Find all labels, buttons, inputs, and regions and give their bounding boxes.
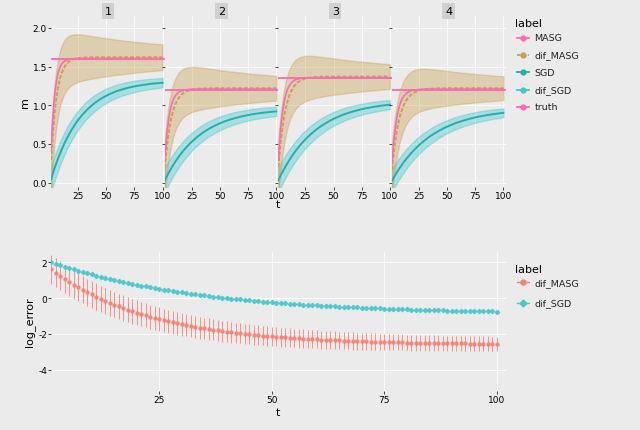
- Text: 2: 2: [218, 7, 225, 17]
- Y-axis label: m: m: [20, 97, 30, 108]
- Y-axis label: log_error: log_error: [24, 297, 35, 347]
- Text: MASG: MASG: [534, 34, 563, 43]
- Text: dif_SGD: dif_SGD: [534, 86, 572, 95]
- Text: truth: truth: [534, 103, 558, 112]
- Text: SGD: SGD: [534, 69, 555, 77]
- Text: 3: 3: [332, 7, 339, 17]
- Text: 4: 4: [445, 7, 452, 17]
- Text: t: t: [276, 200, 280, 210]
- Text: dif_MASG: dif_MASG: [534, 52, 579, 60]
- Text: label: label: [515, 19, 542, 29]
- Text: label: label: [515, 264, 542, 274]
- Text: 1: 1: [104, 7, 111, 17]
- Text: dif_MASG: dif_MASG: [534, 278, 579, 287]
- X-axis label: t: t: [276, 407, 280, 417]
- Text: dif_SGD: dif_SGD: [534, 299, 572, 307]
